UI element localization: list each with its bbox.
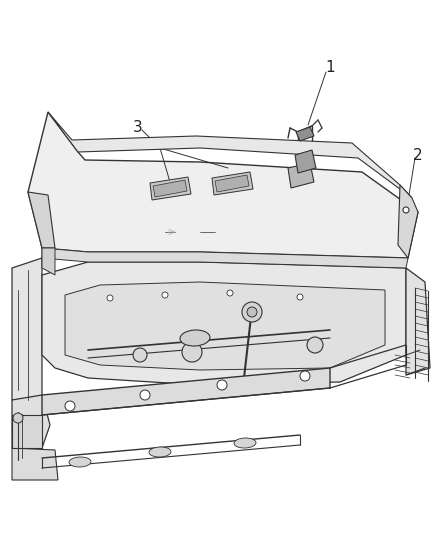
Circle shape [65,401,75,411]
Polygon shape [42,248,408,268]
Polygon shape [42,262,406,385]
Polygon shape [48,112,412,198]
Polygon shape [12,258,42,408]
Polygon shape [288,163,314,188]
Polygon shape [215,175,249,192]
Polygon shape [28,192,55,248]
Polygon shape [65,282,385,370]
Circle shape [13,413,23,423]
Polygon shape [398,185,418,258]
Polygon shape [28,112,418,258]
Polygon shape [153,180,187,197]
Circle shape [300,371,310,381]
Ellipse shape [234,438,256,448]
Circle shape [297,294,303,300]
Ellipse shape [180,330,210,346]
Circle shape [107,295,113,301]
Polygon shape [12,448,58,480]
Circle shape [307,337,323,353]
Polygon shape [42,248,55,275]
Ellipse shape [149,447,171,457]
Circle shape [227,290,233,296]
Polygon shape [150,177,191,200]
Polygon shape [296,127,314,141]
Text: 1: 1 [325,61,335,76]
Polygon shape [42,368,330,415]
Circle shape [133,348,147,362]
Circle shape [242,302,262,322]
Circle shape [140,390,150,400]
Polygon shape [12,415,42,448]
Circle shape [182,342,202,362]
Circle shape [403,207,409,213]
Text: 2: 2 [413,148,423,163]
Polygon shape [212,172,253,195]
Circle shape [247,307,257,317]
Circle shape [217,380,227,390]
Polygon shape [406,268,430,375]
Polygon shape [12,395,50,448]
Ellipse shape [69,457,91,467]
Text: 3: 3 [133,120,143,135]
Polygon shape [295,150,316,173]
Circle shape [162,292,168,298]
